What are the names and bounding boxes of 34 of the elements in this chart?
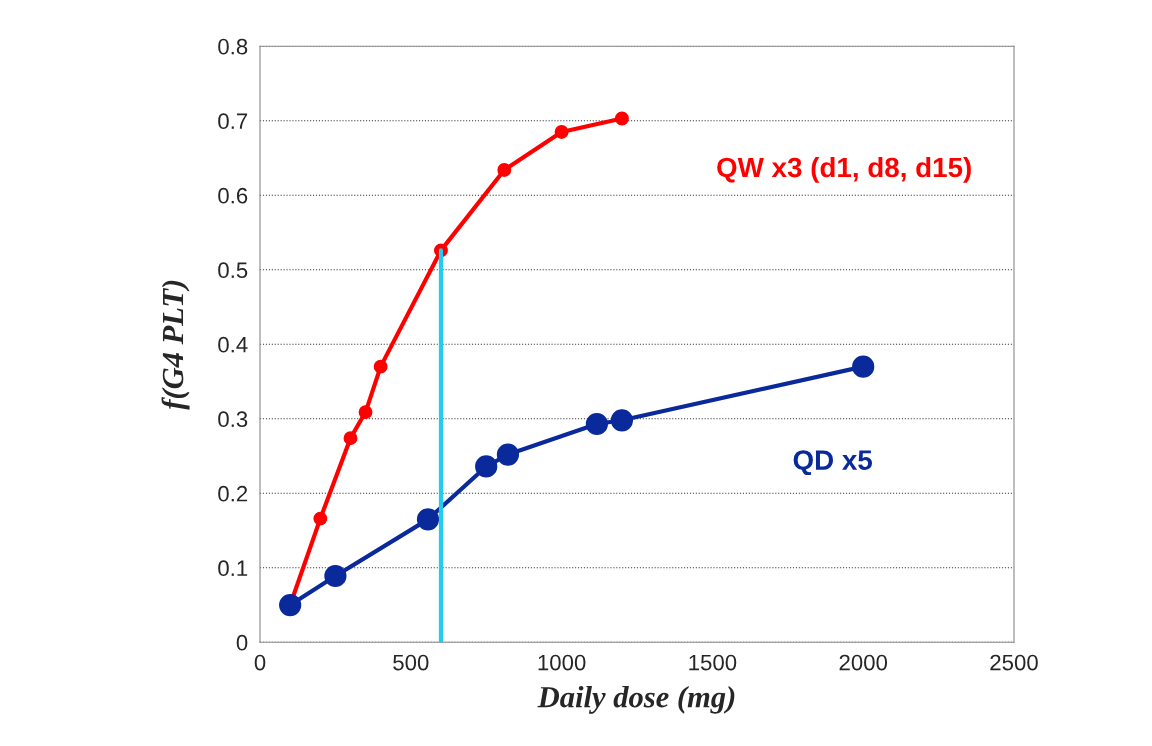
x-tick-label: 2500 (990, 654, 1038, 671)
text: QD x5 (793, 450, 873, 476)
point (614, 111, 629, 126)
point (313, 511, 328, 526)
point (416, 508, 440, 531)
point (852, 355, 875, 378)
x-axis-title: Daily dose (mg) (537, 685, 735, 714)
point (324, 564, 347, 588)
x-tick-label: 1500 (689, 654, 737, 671)
y-tick-label: 0.1 (218, 560, 248, 577)
point (475, 455, 498, 478)
point (358, 405, 373, 420)
y-tick-label: 0 (236, 634, 248, 651)
y-axis-title: f(G4 PLT) (161, 280, 190, 410)
y-tick-label: 0.8 (218, 38, 248, 55)
y-tick-label: 0.6 (218, 187, 248, 204)
x-tick-label: 0 (254, 654, 266, 671)
point (554, 124, 569, 139)
point (497, 162, 512, 177)
y-tick-label: 0.3 (218, 411, 248, 428)
text: QW x3 (d1, d8, d15) (717, 156, 971, 183)
y-tick-label: 0.7 (218, 113, 248, 130)
point (585, 412, 608, 436)
y-tick-label: 0.2 (218, 485, 248, 502)
point (496, 443, 520, 466)
point (610, 409, 634, 432)
point (279, 593, 302, 617)
y-tick-label: 0.5 (218, 262, 248, 279)
y-tick-label: 0.4 (218, 336, 248, 353)
x-tick-label: 1000 (538, 654, 586, 671)
x-tick-label: 2000 (839, 654, 888, 671)
point (343, 431, 358, 446)
point (373, 359, 388, 374)
x-tick-label: 500 (393, 654, 429, 671)
